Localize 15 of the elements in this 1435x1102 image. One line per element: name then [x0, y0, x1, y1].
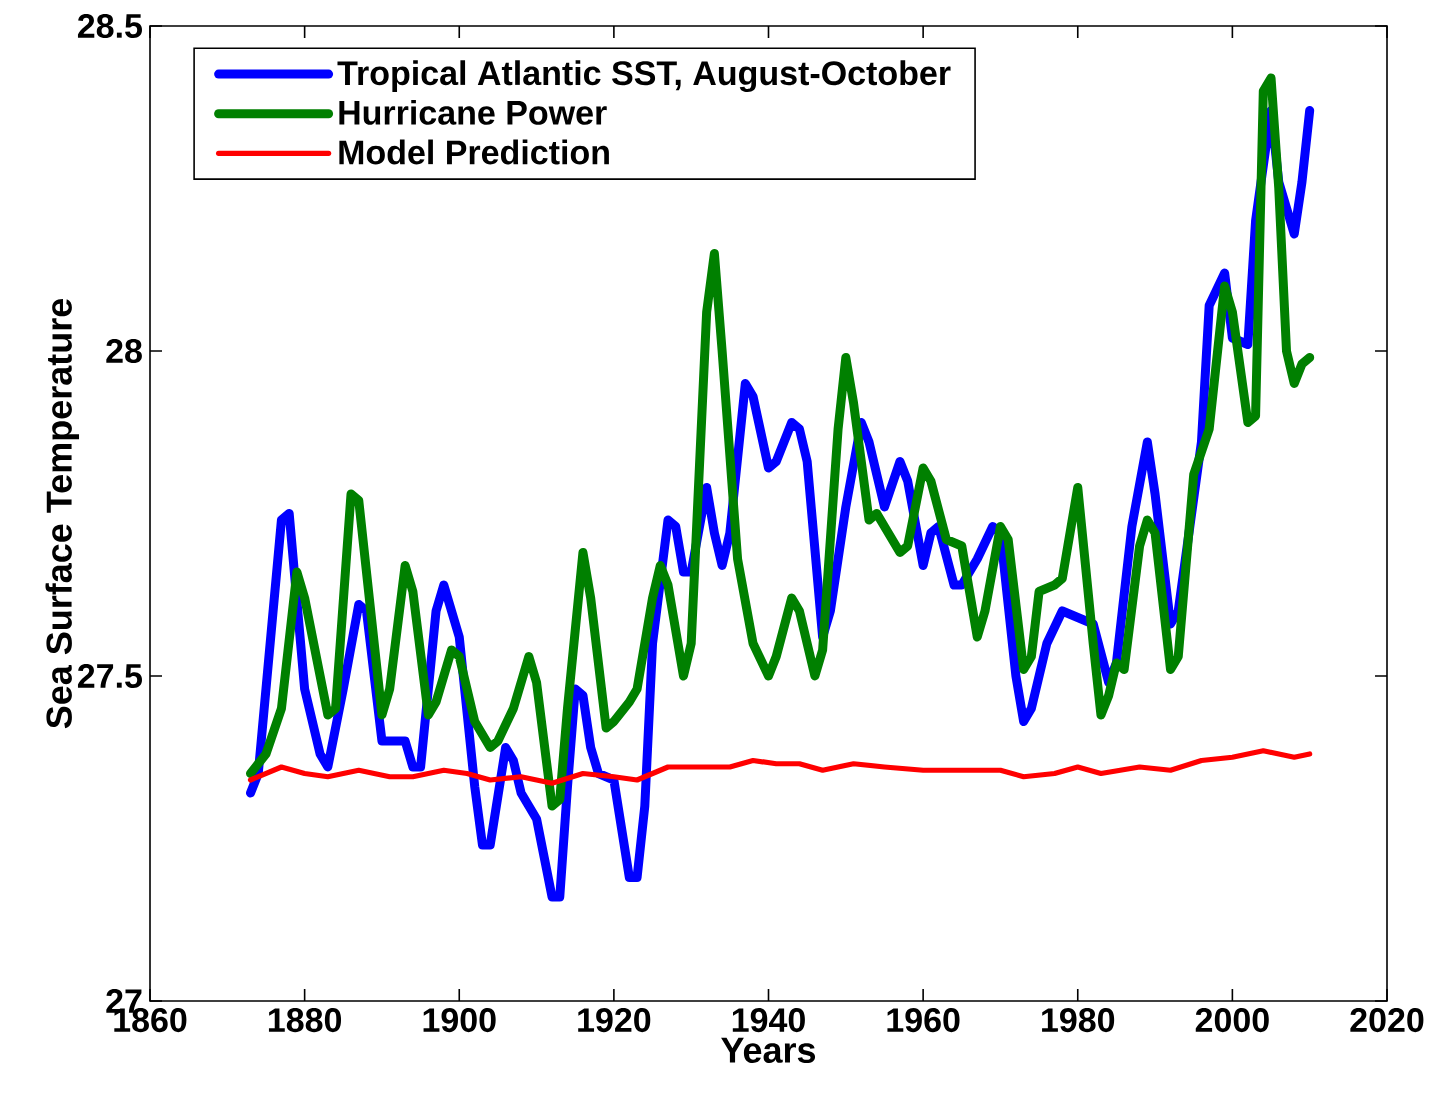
y-tick-label: 27.5: [77, 663, 142, 689]
y-tick-label: 28: [106, 338, 142, 364]
x-tick-label: 1960: [887, 1008, 960, 1033]
x-tick-label: 2000: [1195, 1008, 1269, 1033]
x-tick-label: 1980: [1042, 1008, 1115, 1033]
legend-label: Tropical Atlantic SST, August-October: [337, 60, 951, 93]
x-tick-label: 2020: [1350, 1008, 1424, 1033]
x-tick-label: 1900: [423, 1008, 496, 1033]
x-tick-label: 1920: [578, 1008, 651, 1033]
x-tick-label: 1940: [732, 1008, 805, 1033]
y-tick-label: 28.5: [77, 13, 142, 39]
x-axis-title: Years: [721, 1037, 816, 1063]
legend-label: Model Prediction: [339, 139, 609, 165]
legend-label: Hurricane Power: [339, 99, 607, 125]
x-tick-label: 1880: [268, 1008, 342, 1033]
